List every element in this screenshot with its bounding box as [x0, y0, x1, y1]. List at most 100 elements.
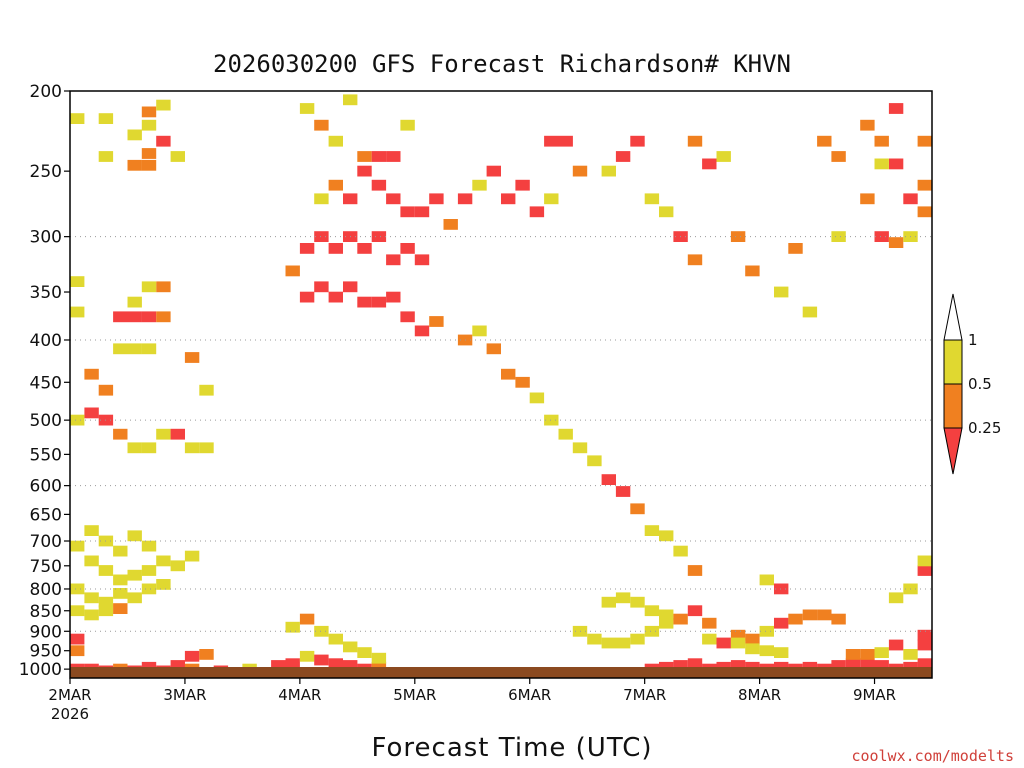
heatmap-cell: [730, 231, 746, 242]
heatmap-cell: [156, 579, 171, 590]
heatmap-cell: [888, 237, 904, 248]
heatmap-cell: [615, 151, 631, 162]
heatmap-cell: [529, 392, 545, 404]
heatmap-cell: [84, 609, 99, 621]
chart-title: 2026030200 GFS Forecast Richardson# KHVN: [213, 50, 791, 78]
heatmap-cell: [874, 158, 889, 170]
heatmap-cell: [371, 179, 387, 191]
heatmap-cell: [70, 605, 85, 617]
heatmap-cell: [917, 629, 932, 641]
heatmap-cell: [371, 231, 387, 242]
heatmap-cell: [443, 219, 458, 230]
heatmap-cell: [558, 428, 573, 440]
heatmap-cell: [687, 135, 703, 147]
y-tick-label: 750: [30, 557, 62, 577]
heatmap-cell: [70, 414, 85, 426]
heatmap-cell: [774, 286, 789, 298]
heatmap-cell: [874, 660, 889, 671]
heatmap-cell: [70, 276, 85, 287]
heatmap-cell: [156, 555, 171, 567]
heatmap-cell: [659, 617, 674, 629]
y-tick-label: 400: [30, 331, 62, 351]
x-tick-label: 4MAR: [278, 686, 321, 704]
heatmap-cell: [874, 647, 889, 658]
heatmap-cell: [184, 442, 200, 454]
heatmap-cell: [601, 637, 616, 649]
heatmap-cell: [343, 660, 358, 671]
heatmap-cell: [745, 633, 760, 645]
heatmap-cell: [400, 243, 415, 254]
heatmap-cell: [572, 165, 588, 177]
heatmap-cell: [659, 530, 674, 542]
heatmap-cell: [84, 592, 99, 604]
heatmap-cell: [903, 649, 918, 660]
heatmap-cell: [659, 609, 674, 621]
heatmap-cell: [299, 243, 315, 254]
x-tick-label: 8MAR: [738, 686, 781, 704]
heatmap-cell: [400, 206, 415, 218]
heatmap-cell: [630, 596, 645, 608]
heatmap-cell: [888, 592, 904, 604]
heatmap-cell: [170, 660, 185, 671]
heatmap-cell: [601, 165, 616, 177]
heatmap-cell: [156, 135, 171, 147]
heatmap-cell: [888, 639, 904, 651]
heatmap-cell: [141, 159, 157, 171]
heatmap-cell: [630, 503, 645, 515]
heatmap-cell: [199, 442, 214, 454]
heatmap-cell: [343, 281, 358, 293]
heatmap-cell: [845, 649, 861, 660]
heatmap-cell: [659, 206, 674, 218]
heatmap-cell: [860, 658, 875, 670]
heatmap-cell: [759, 574, 774, 586]
heatmap-cell: [673, 613, 688, 625]
heatmap-cell: [917, 658, 932, 670]
heatmap-cell: [831, 151, 846, 162]
heatmap-cell: [357, 165, 372, 177]
heatmap-cell: [702, 158, 717, 170]
heatmap-cell: [113, 588, 128, 599]
source-credit: coolwx.com/modelts: [851, 747, 1014, 765]
heatmap-cell: [917, 565, 932, 576]
heatmap-cell: [371, 151, 387, 162]
heatmap-cell: [314, 625, 329, 637]
heatmap-cell: [687, 658, 703, 670]
heatmap-cell: [70, 583, 85, 595]
heatmap-cell: [98, 384, 114, 396]
heatmap-cell: [630, 633, 645, 645]
heatmap-cell: [199, 384, 214, 396]
y-tick-label: 450: [30, 373, 62, 393]
heatmap-cell: [98, 596, 114, 608]
heatmap-cell: [141, 106, 157, 118]
heatmap-cell: [587, 633, 602, 645]
heatmap-cell: [98, 605, 114, 617]
heatmap-cell: [788, 243, 803, 254]
heatmap-cell: [831, 231, 846, 242]
plot-area: [69, 90, 933, 679]
heatmap-cell: [113, 603, 128, 614]
heatmap-cell: [141, 540, 157, 552]
y-tick-label: 550: [30, 445, 62, 465]
heatmap-cell: [472, 325, 487, 337]
heatmap-cell: [184, 650, 200, 662]
heatmap-cell: [400, 311, 415, 323]
x-tick-label: 5MAR: [393, 686, 436, 704]
heatmap-cell: [271, 660, 286, 671]
heatmap-cell: [644, 525, 660, 536]
heatmap-cell: [127, 343, 142, 355]
heatmap-cell: [84, 525, 99, 536]
heatmap-cell: [141, 565, 157, 576]
heatmap-cell: [170, 560, 185, 572]
heatmap-cell: [299, 103, 315, 114]
heatmap-cell: [414, 254, 430, 266]
heatmap-cell: [400, 119, 415, 131]
x-axis: 2MAR 3MAR 4MAR 5MAR 6MAR 7MAR 8MAR 9MAR 2026: [48, 678, 896, 723]
heatmap-cell: [357, 243, 372, 254]
heatmap-cell: [917, 206, 932, 218]
heatmap-cell: [98, 565, 114, 576]
y-tick-label: 700: [30, 532, 62, 552]
legend-swatch: [943, 293, 963, 341]
heatmap-cell: [759, 625, 774, 637]
heatmap-cell: [745, 265, 760, 277]
heatmap-cell: [529, 206, 545, 218]
